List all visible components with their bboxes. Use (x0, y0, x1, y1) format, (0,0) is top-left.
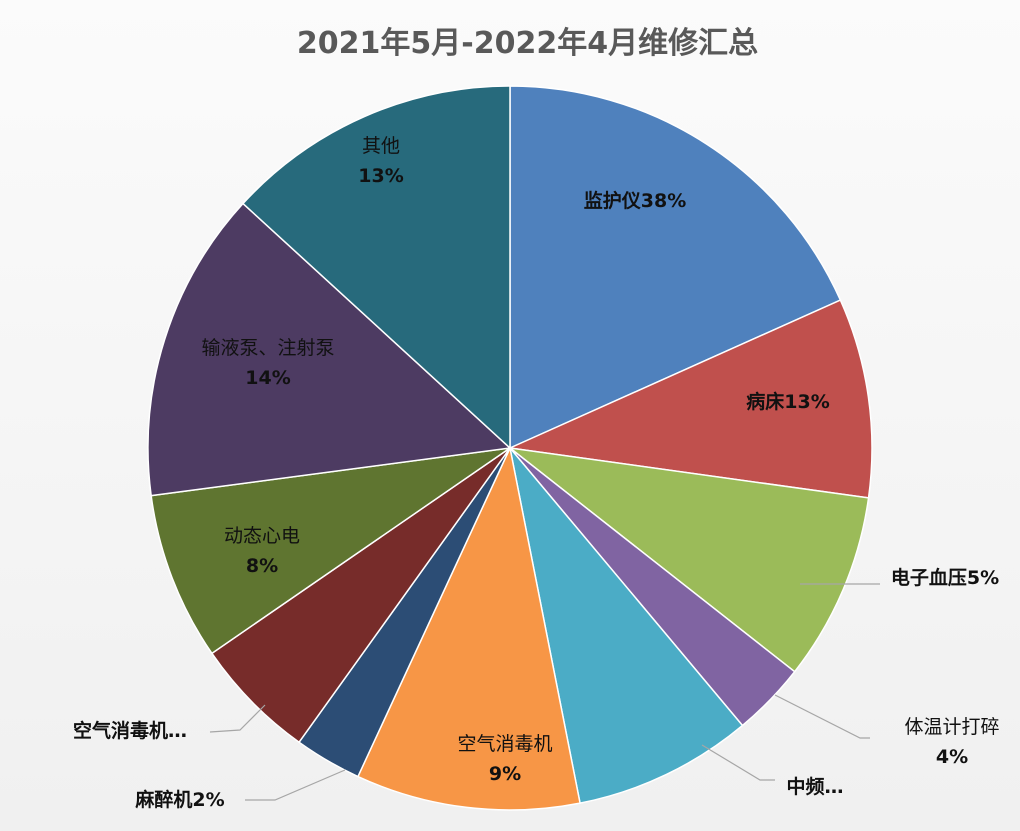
pie-slice (147, 202, 512, 497)
slice-label: 其他 (362, 135, 400, 157)
slice-value-label: 13% (358, 165, 403, 187)
slice-label: 体温计打碎 (904, 716, 999, 738)
slice-label: 空气消毒机… (73, 719, 187, 742)
slice-label: 中频… (786, 775, 843, 798)
slice-label: 动态心电 (224, 525, 300, 547)
pie-slice (507, 299, 873, 499)
slice-label: 空气消毒机 (457, 733, 552, 755)
slice-value-label: 9% (489, 763, 521, 785)
slice-value-label: 4% (936, 746, 968, 768)
leader-line (774, 694, 870, 739)
slice-value-label: 8% (246, 555, 278, 577)
leader-line (701, 744, 775, 781)
slice-label: 病床13% (746, 390, 829, 413)
slice-label: 输液泵、注射泵 (201, 337, 334, 359)
slice-label: 监护仪38% (584, 189, 686, 212)
chart-title: 2021年5月-2022年4月维修汇总 (296, 26, 759, 61)
pie-slice (150, 447, 511, 655)
leader-line (245, 769, 346, 801)
slice-value-label: 14% (245, 367, 290, 389)
slice-label: 麻醉机2% (134, 788, 224, 811)
slice-label: 电子血压5% (891, 566, 999, 589)
pie-slice (509, 447, 744, 805)
pie-slice (509, 85, 842, 450)
pie-slice (356, 445, 581, 811)
pie-slice (507, 446, 870, 673)
leader-line (209, 704, 266, 733)
pie-slice (241, 85, 511, 450)
